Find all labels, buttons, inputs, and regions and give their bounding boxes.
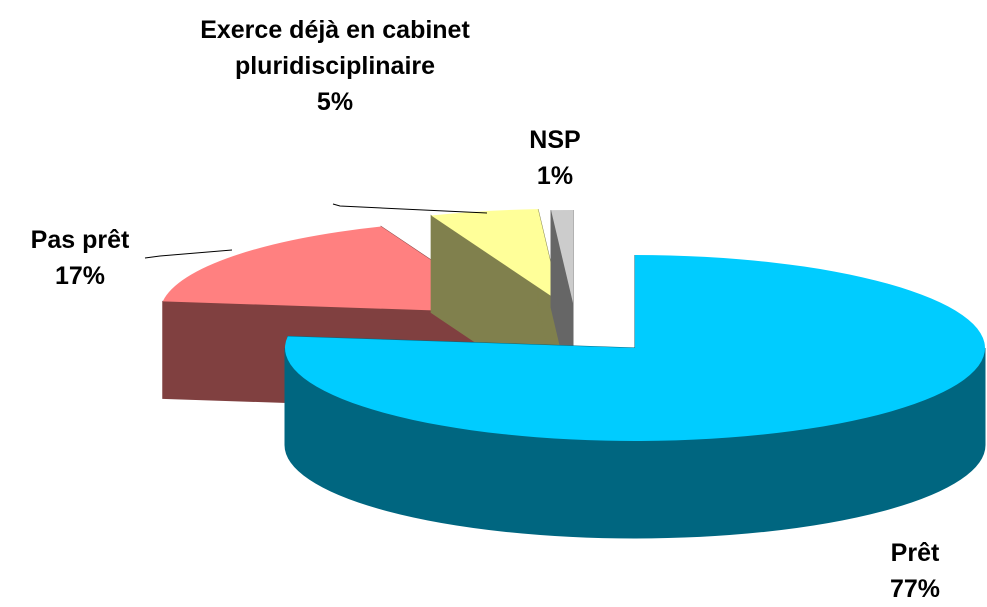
leader-line	[144, 249, 233, 259]
category-label: Exerce déjà en cabinet pluridisciplinair…	[200, 16, 470, 80]
label: Exerce déjà en cabinet pluridisciplinair…	[190, 12, 480, 120]
label: NSP 1%	[505, 122, 605, 194]
category-label: NSP	[529, 126, 581, 154]
slice	[431, 209, 560, 302]
slices	[162, 209, 986, 539]
leader-line	[332, 203, 488, 214]
value-label: 77%	[889, 575, 941, 603]
category-label: Prêt	[890, 539, 940, 567]
slice	[162, 226, 510, 313]
label: Prêt 77%	[850, 535, 980, 607]
label: Pas prêt 17%	[5, 222, 155, 294]
slice	[284, 255, 986, 441]
value-label: 5%	[316, 88, 354, 116]
category-label: Pas prêt	[30, 226, 130, 254]
slice	[551, 210, 573, 303]
value-label: 17%	[54, 262, 106, 290]
value-label: 1%	[536, 162, 574, 190]
